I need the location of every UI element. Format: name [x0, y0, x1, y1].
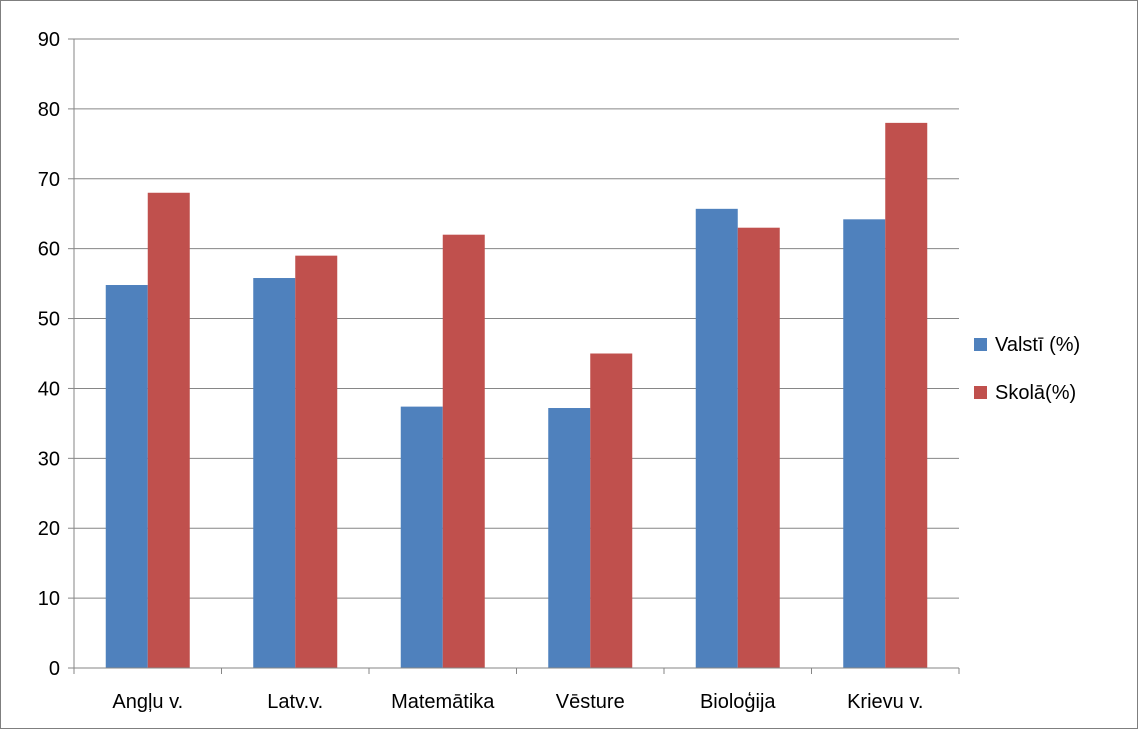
- bar-series-1: [253, 278, 296, 668]
- bar-series-2: [295, 255, 338, 668]
- bar-series-2: [442, 234, 485, 668]
- gridlines: [74, 38, 959, 599]
- axes: [68, 38, 960, 674]
- y-tick-label: 10: [38, 588, 60, 610]
- bar-series-1: [105, 285, 148, 668]
- category-label: Bioloģija: [700, 691, 776, 713]
- legend-label: Skolā(%): [995, 382, 1076, 404]
- y-tick-label: 90: [38, 29, 60, 51]
- category-label: Latv.v.: [267, 691, 323, 713]
- bar-series-2: [885, 122, 928, 668]
- legend-label: Valstī (%): [995, 334, 1080, 356]
- bar-series-1: [400, 406, 443, 668]
- y-tick-label: 80: [38, 99, 60, 121]
- legend-swatch: [974, 338, 987, 351]
- bar-series-1: [548, 408, 591, 668]
- y-tick-label: 30: [38, 448, 60, 470]
- bar-series-2: [737, 227, 780, 668]
- bar-series-2: [147, 192, 190, 668]
- category-label: Angļu v.: [112, 691, 183, 713]
- bar-series-1: [695, 208, 738, 668]
- y-tick-label: 60: [38, 239, 60, 261]
- y-tick-label: 0: [49, 658, 60, 680]
- category-labels: Angļu v. Latv.v. Matemātika Vēsture Bioloģij…: [112, 691, 923, 713]
- y-tick-label: 40: [38, 378, 60, 400]
- y-tick-label: 70: [38, 169, 60, 191]
- bar-series-1: [843, 219, 886, 668]
- y-tick-labels: 0 10 20 30 40 50 60 70 80 90: [38, 29, 60, 680]
- bars: [105, 122, 928, 668]
- y-tick-label: 50: [38, 309, 60, 331]
- category-label: Krievu v.: [847, 691, 923, 713]
- bar-series-2: [590, 353, 633, 668]
- y-tick-label: 20: [38, 518, 60, 540]
- legend: Valstī (%) Skolā(%): [974, 334, 1080, 404]
- legend-swatch: [974, 386, 987, 399]
- category-label: Matemātika: [391, 691, 495, 713]
- category-label: Vēsture: [556, 691, 625, 713]
